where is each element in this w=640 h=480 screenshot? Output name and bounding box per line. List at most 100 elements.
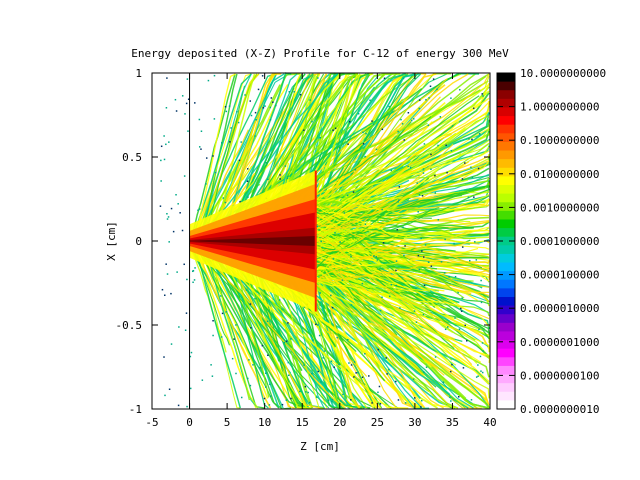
scatter-dot xyxy=(434,356,437,358)
scatter-dot xyxy=(461,178,464,180)
scatter-dot xyxy=(187,98,190,100)
scatter-dot xyxy=(470,399,473,401)
scatter-dot xyxy=(430,168,432,170)
particle-track xyxy=(191,241,343,409)
scatter-dot xyxy=(247,377,249,380)
particle-track xyxy=(314,261,448,283)
scatter-dot xyxy=(329,349,331,352)
scatter-dot xyxy=(449,370,452,373)
scatter-dot xyxy=(421,250,423,252)
scatter-dot xyxy=(379,403,382,405)
scatter-dot xyxy=(200,148,202,150)
particle-track xyxy=(310,277,490,399)
scatter-dot xyxy=(477,364,479,366)
scatter-dot xyxy=(212,155,214,157)
scatter-dot xyxy=(382,241,385,244)
scatter-dot xyxy=(263,397,266,400)
scatter-dot xyxy=(352,191,355,193)
scatter-dot xyxy=(246,180,249,183)
scatter-dot xyxy=(319,136,322,139)
scatter-dot xyxy=(224,201,227,204)
scatter-dot xyxy=(340,400,342,402)
scatter-dot xyxy=(462,367,465,369)
scatter-dot xyxy=(417,211,419,213)
scatter-dot xyxy=(341,279,344,281)
scatter-dot xyxy=(413,310,416,312)
scatter-dot xyxy=(165,107,168,109)
scatter-dot xyxy=(159,205,162,207)
scatter-dot xyxy=(334,232,336,234)
scatter-dot xyxy=(373,255,375,258)
scatter-dot xyxy=(470,166,472,169)
scatter-dot xyxy=(161,288,164,291)
scatter-dot xyxy=(254,111,257,114)
scatter-dot xyxy=(430,265,433,267)
particle-track xyxy=(308,278,459,409)
scatter-dot xyxy=(362,131,364,134)
scatter-dot xyxy=(400,118,402,121)
particle-track xyxy=(205,245,308,409)
scatter-dot xyxy=(348,362,350,364)
scatter-dot xyxy=(175,110,178,112)
scatter-dot xyxy=(402,226,404,229)
scatter-dot xyxy=(189,387,192,390)
scatter-dot xyxy=(418,193,421,196)
scatter-dot xyxy=(191,270,194,273)
scatter-dot xyxy=(477,167,480,170)
scatter-dot xyxy=(461,246,464,248)
scatter-dot xyxy=(168,141,170,143)
scatter-dot xyxy=(163,135,165,137)
scatter-dot xyxy=(338,363,340,366)
scatter-dot xyxy=(422,172,425,174)
particle-track xyxy=(303,144,429,214)
scatter-dot xyxy=(244,94,246,96)
scatter-dot xyxy=(164,394,166,397)
scatter-dot xyxy=(299,390,301,393)
particle-track xyxy=(308,116,432,201)
scatter-dot xyxy=(192,281,194,284)
scatter-dot xyxy=(330,360,333,363)
colorbar-cell xyxy=(497,331,515,341)
scatter-dot xyxy=(423,143,426,145)
particle-track xyxy=(189,73,236,240)
scatter-dot xyxy=(170,207,173,210)
particle-track xyxy=(308,226,480,334)
scatter-dot xyxy=(436,88,438,91)
particle-track xyxy=(192,73,276,244)
scatter-dot xyxy=(177,404,180,407)
scatter-dot xyxy=(460,310,463,312)
scatter-dot xyxy=(354,169,357,171)
colorbar-cell xyxy=(497,107,515,117)
scatter-dot xyxy=(170,343,173,345)
scatter-dot xyxy=(397,399,400,401)
colorbar-cell xyxy=(497,271,515,281)
colorbar-cell xyxy=(497,202,515,212)
scatter-dot xyxy=(197,209,199,212)
scatter-dot xyxy=(248,359,250,361)
colorbar-tick-label: 0.0100000000 xyxy=(520,168,599,181)
scatter-dot xyxy=(390,283,393,286)
scatter-dot xyxy=(454,317,456,319)
scatter-dot xyxy=(418,107,420,110)
scatter-dot xyxy=(375,148,378,151)
x-tick-label: 10 xyxy=(258,416,271,429)
scatter-dot xyxy=(409,166,412,169)
x-tick-label: 20 xyxy=(333,416,346,429)
scatter-dot xyxy=(342,393,344,396)
scatter-dot xyxy=(450,97,452,99)
scatter-dot xyxy=(163,356,165,358)
scatter-dot xyxy=(186,78,189,80)
scatter-dot xyxy=(281,403,284,406)
scatter-dot xyxy=(235,372,237,375)
scatter-dot xyxy=(444,238,446,241)
scatter-dot xyxy=(437,219,440,221)
scatter-dot xyxy=(440,261,443,263)
scatter-dot xyxy=(331,306,334,309)
scatter-dot xyxy=(420,237,422,240)
scatter-dot xyxy=(287,374,290,377)
scatter-dot xyxy=(364,155,366,158)
y-tick-label: -1 xyxy=(129,403,142,416)
colorbar-cell xyxy=(497,400,515,410)
scatter-dot xyxy=(200,130,203,132)
